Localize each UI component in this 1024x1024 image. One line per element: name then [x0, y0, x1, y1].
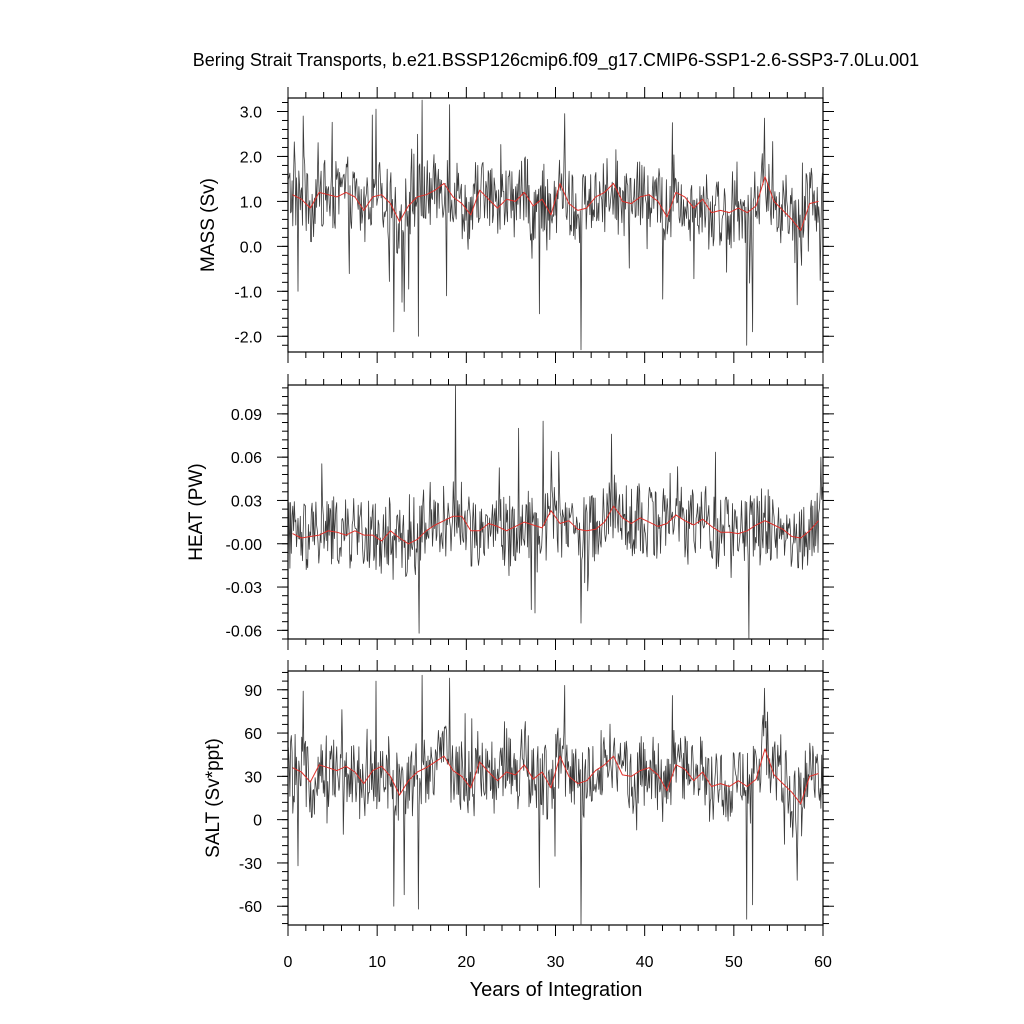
heat-ytick-label: -0.00 [226, 537, 263, 554]
salt-ytick-label: 90 [244, 683, 262, 700]
mass-ytick-label: 2.0 [240, 149, 262, 166]
heat-ytick-label: 0.03 [231, 493, 262, 510]
mass-ytick-label: 3.0 [240, 104, 262, 121]
heat-ytick-label: 0.09 [231, 407, 262, 424]
heat-ytick-label: -0.06 [226, 623, 263, 640]
salt-ytick-label: -30 [239, 856, 262, 873]
panel-mass: MASS (Sv) 3.0 2.0 1.0 0.0 -1.0 -2.0 [198, 87, 834, 363]
x-tick-label: 10 [368, 954, 386, 971]
x-tick-label: 50 [725, 954, 743, 971]
x-tick-label: 40 [636, 954, 654, 971]
x-axis-label: Years of Integration [470, 979, 643, 1001]
mass-ytick-label: -2.0 [234, 329, 262, 346]
salt-monthly-series [288, 674, 823, 926]
figure-title: Bering Strait Transports, b.e21.BSSP126c… [193, 50, 919, 71]
x-tick-label: 0 [284, 954, 293, 971]
heat-ylabel: HEAT (PW) [186, 463, 207, 560]
panel-salt: SALT (Sv*ppt) 90 60 30 0 -30 -60 0 10 20 30 40 50 60 [203, 660, 834, 971]
salt-ytick-label: 0 [253, 813, 262, 830]
salt-ytick-label: 30 [244, 769, 262, 786]
x-tick-label: 30 [547, 954, 565, 971]
panel-heat: HEAT (PW) 0.09 0.06 0.03 -0.00 -0.03 -0.06 [186, 374, 834, 650]
heat-annual-mean-series [292, 505, 819, 545]
x-tick-label: 20 [457, 954, 475, 971]
mass-monthly-series [288, 99, 823, 351]
mass-ytick-label: 0.0 [240, 239, 262, 256]
heat-monthly-series [288, 384, 823, 640]
salt-ylabel: SALT (Sv*ppt) [203, 738, 224, 858]
x-tick-label: 60 [814, 954, 832, 971]
salt-ytick-label: 60 [244, 726, 262, 743]
heat-ytick-label: 0.06 [231, 450, 262, 467]
salt-annual-mean-series [292, 748, 819, 805]
mass-ylabel: MASS (Sv) [198, 178, 219, 272]
mass-annual-mean-series [292, 176, 819, 232]
salt-ytick-label: -60 [239, 899, 262, 916]
mass-ytick-label: 1.0 [240, 194, 262, 211]
mass-ytick-label: -1.0 [234, 284, 262, 301]
heat-ytick-label: -0.03 [226, 580, 263, 597]
